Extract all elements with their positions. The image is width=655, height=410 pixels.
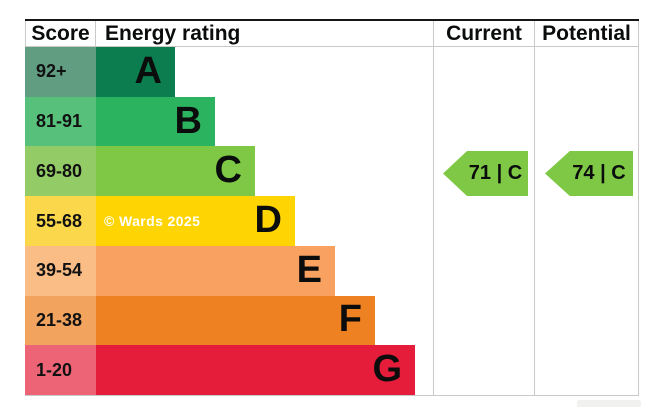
epc-band-row-g: 1-20 G — [25, 345, 639, 396]
header-energy-rating: Energy rating — [96, 21, 434, 46]
column-divider-current — [433, 47, 434, 395]
epc-table: Score Energy rating Current Potential 92… — [25, 19, 639, 396]
table-bottom-border — [25, 395, 639, 396]
current-arrow-shape — [443, 151, 528, 196]
rating-letter-g: G — [372, 348, 402, 391]
epc-band-row-d: 55-68 D © Wards 2025 — [25, 196, 639, 246]
rating-letter-a: A — [134, 49, 162, 92]
rating-bar-f: F — [96, 295, 375, 346]
column-divider-potential — [534, 47, 535, 395]
current-rating-label: 71 | C — [468, 162, 523, 184]
current-rating-arrow: 71 | C — [443, 151, 528, 196]
rating-letter-b: B — [174, 99, 202, 142]
score-range-d: 55-68 — [25, 196, 96, 246]
rating-letter-f: F — [338, 298, 362, 341]
potential-arrow-shape — [545, 151, 633, 196]
rating-bar-b: B — [96, 96, 215, 147]
table-top-border — [25, 19, 639, 21]
table-header-row: Score Energy rating Current Potential — [25, 21, 639, 47]
rating-bar-e: E — [96, 245, 335, 296]
score-range-c: 69-80 — [25, 146, 96, 197]
rating-letter-d: D — [254, 199, 282, 242]
header-current: Current — [434, 21, 535, 46]
rating-bar-g: G — [96, 345, 415, 396]
rating-letter-e: E — [296, 248, 322, 291]
copyright-watermark: © Wards 2025 — [104, 213, 201, 230]
rating-letter-c: C — [214, 149, 242, 192]
header-score: Score — [25, 21, 96, 46]
epc-band-row-e: 39-54 E — [25, 245, 639, 296]
epc-band-row-c: 69-80 C — [25, 146, 639, 197]
score-range-f: 21-38 — [25, 295, 96, 346]
score-range-a: 92+ — [25, 47, 96, 97]
faint-watermark — [577, 400, 641, 407]
table-right-border — [638, 47, 639, 395]
header-potential: Potential — [535, 21, 639, 46]
score-range-e: 39-54 — [25, 245, 96, 296]
potential-rating-label: 74 | C — [572, 162, 626, 184]
epc-band-row-b: 81-91 B — [25, 96, 639, 147]
potential-rating-arrow: 74 | C — [545, 151, 633, 196]
epc-band-row-f: 21-38 F — [25, 295, 639, 346]
epc-rows: 92+ A 81-91 B 69-80 C 55-68 D © Wards 2025 39-54 E… — [25, 47, 639, 396]
rating-bar-d: D © Wards 2025 — [96, 196, 295, 246]
score-range-g: 1-20 — [25, 345, 96, 396]
rating-bar-a: A — [96, 47, 175, 97]
rating-bar-c: C — [96, 146, 255, 197]
score-range-b: 81-91 — [25, 96, 96, 147]
epc-band-row-a: 92+ A — [25, 47, 639, 97]
